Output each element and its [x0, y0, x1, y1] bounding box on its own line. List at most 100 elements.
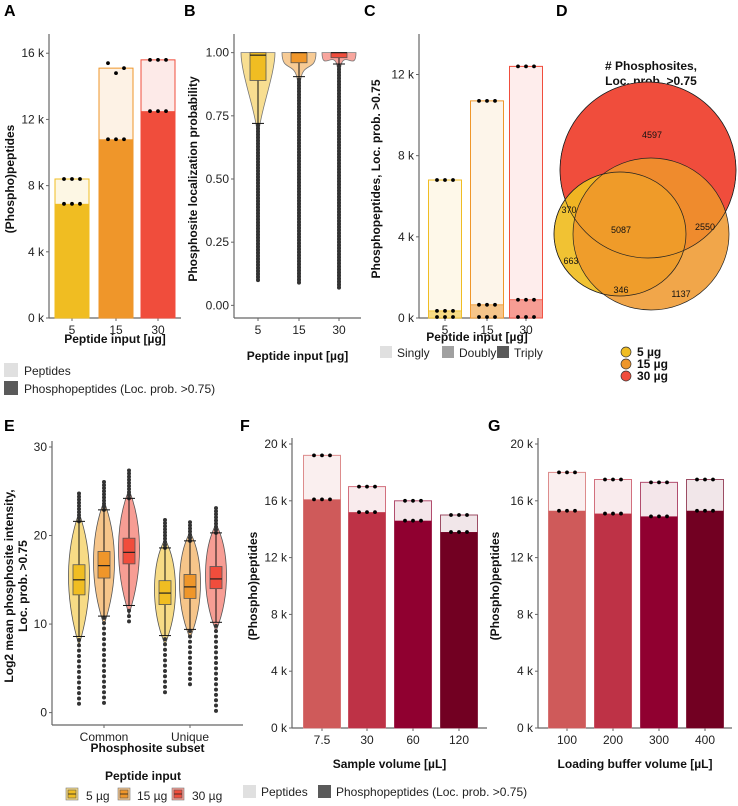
panel-label-e: E	[4, 418, 15, 435]
outlier-point	[256, 162, 260, 167]
replicate-dot-phosphopeptides	[106, 137, 110, 142]
panel-label-b: B	[184, 3, 196, 20]
outlier-point	[256, 205, 260, 210]
y-axis-title: (Phospho)peptides	[3, 124, 17, 233]
y-tick-label: 16 k	[264, 494, 288, 508]
outlier-point	[337, 152, 341, 157]
outlier-point	[297, 153, 301, 158]
outlier-point	[102, 495, 106, 500]
outlier-point	[256, 190, 260, 195]
outlier-point	[297, 204, 301, 209]
outlier-point	[102, 695, 106, 700]
outlier-point	[163, 539, 167, 544]
outlier-point	[297, 159, 301, 164]
replicate-dot-phosphopeptides	[62, 201, 66, 206]
outlier-point	[297, 77, 301, 82]
outlier-point	[297, 119, 301, 124]
outlier-point	[297, 141, 301, 146]
outlier-point	[337, 143, 341, 148]
outlier-point	[297, 177, 301, 182]
y-tick-label: 20 k	[264, 437, 288, 451]
outlier-point	[337, 246, 341, 251]
legend-label-triply: Triply	[514, 346, 543, 360]
outlier-point	[214, 623, 218, 628]
replicate-dot-doubly	[477, 302, 481, 307]
replicate-dot-peptides	[328, 453, 332, 458]
outlier-point	[297, 165, 301, 170]
outlier-point	[214, 515, 218, 520]
outlier-point	[297, 229, 301, 234]
outlier-point	[77, 516, 81, 521]
replicate-dot-triply	[493, 315, 497, 319]
outlier-point	[297, 244, 301, 249]
y-tick-label: 0 k	[28, 311, 45, 325]
outlier-point	[127, 468, 131, 473]
outlier-point	[297, 277, 301, 282]
replicate-dot-singly	[532, 64, 536, 69]
outlier-point	[102, 631, 106, 636]
legend-dot-15ug	[620, 358, 632, 370]
outlier-point	[337, 176, 341, 181]
outlier-point	[297, 207, 301, 212]
outlier-point	[297, 98, 301, 103]
outlier-point	[337, 85, 341, 90]
outlier-point	[256, 268, 260, 273]
outlier-point	[337, 221, 341, 226]
outlier-point	[256, 184, 260, 189]
outlier-point	[337, 243, 341, 248]
replicate-dot-peptides	[419, 498, 423, 503]
y-tick-label: 20 k	[510, 437, 534, 451]
outlier-point	[337, 237, 341, 242]
outlier-point	[188, 639, 192, 644]
outlier-point	[337, 261, 341, 266]
outlier-point	[297, 86, 301, 91]
outlier-point	[163, 668, 167, 673]
outlier-point	[214, 698, 218, 703]
outlier-point	[77, 701, 81, 706]
y-tick-label: 0.50	[206, 172, 230, 186]
outlier-point	[214, 639, 218, 644]
outlier-point	[297, 280, 301, 285]
outlier-point	[188, 666, 192, 671]
y-axis-title: (Phospho)peptides	[488, 531, 502, 640]
outlier-point	[337, 194, 341, 199]
x-tick-label: 200	[603, 733, 623, 747]
legend-swatch-fg-peptides	[243, 785, 256, 798]
outlier-point	[297, 219, 301, 224]
replicate-dot-triply	[435, 315, 439, 319]
legend-e: Peptide input 5 µg 15 µg 30 µg	[65, 769, 222, 803]
replicate-dot-peptides	[78, 177, 82, 181]
replicate-dot-peptides	[70, 177, 74, 181]
outlier-point	[102, 498, 106, 503]
outlier-point	[297, 144, 301, 149]
outlier-point	[127, 490, 131, 495]
outlier-point	[256, 196, 260, 201]
replicate-dot-phosphopeptides	[365, 510, 369, 515]
replicate-dot-phosphopeptides	[603, 511, 607, 516]
outlier-point	[188, 682, 192, 687]
replicate-dot-phosphopeptides	[619, 511, 623, 516]
outlier-point	[256, 211, 260, 216]
replicate-dot-doubly	[493, 302, 497, 307]
x-tick-label: 400	[695, 733, 715, 747]
legend-label-peptides: Peptides	[24, 364, 71, 378]
replicate-dot-triply	[443, 315, 447, 319]
y-tick-label: 0 k	[517, 721, 534, 735]
outlier-point	[188, 532, 192, 537]
outlier-point	[256, 153, 260, 158]
outlier-point	[163, 642, 167, 647]
outlier-point	[77, 491, 81, 496]
outlier-point	[102, 479, 106, 484]
outlier-point	[188, 526, 192, 531]
outlier-point	[297, 235, 301, 240]
x-tick-label: 120	[449, 733, 469, 747]
replicate-dot-phosphopeptides	[164, 109, 168, 114]
outlier-point	[337, 131, 341, 136]
outlier-point	[77, 648, 81, 653]
outlier-point	[337, 64, 341, 69]
legend-c: Singly Doubly Triply	[380, 346, 543, 360]
replicate-dot-peptides	[411, 498, 415, 503]
legend-swatch-doubly	[442, 346, 454, 358]
